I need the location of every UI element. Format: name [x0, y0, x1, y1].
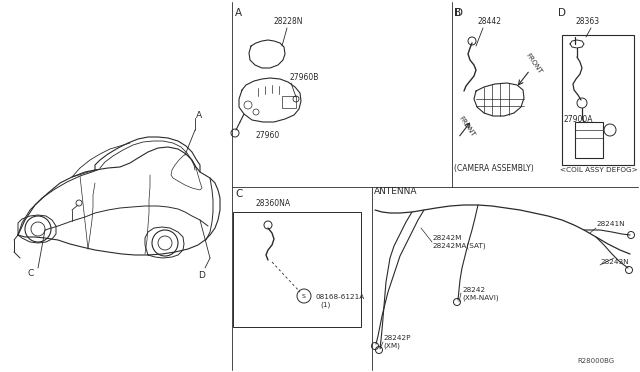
Text: B: B [454, 8, 461, 18]
Text: <COIL ASSY DEFOG>: <COIL ASSY DEFOG> [560, 167, 637, 173]
Text: D: D [455, 8, 463, 18]
Bar [233, 212, 361, 327]
Text: 28243N: 28243N [600, 259, 628, 265]
Text: (CAMERA ASSEMBLY): (CAMERA ASSEMBLY) [454, 164, 534, 173]
Text: (XM-NAVI): (XM-NAVI) [462, 295, 499, 301]
Text: 27900A: 27900A [564, 115, 593, 125]
Text: 28360NA: 28360NA [255, 199, 290, 208]
Text: 28242: 28242 [462, 287, 485, 293]
Text: A: A [196, 112, 202, 121]
Bar [282, 96, 296, 108]
Text: D: D [198, 272, 205, 280]
Text: (1): (1) [320, 302, 330, 308]
Text: 27960B: 27960B [290, 73, 319, 81]
Text: 28241N: 28241N [596, 221, 625, 227]
Text: S: S [302, 294, 306, 298]
Text: (XM): (XM) [383, 343, 400, 349]
Text: C: C [28, 269, 35, 279]
Bar [562, 35, 634, 165]
Bar [575, 122, 603, 158]
Text: 28242MA(SAT): 28242MA(SAT) [432, 243, 486, 249]
Text: 08168-6121A: 08168-6121A [315, 294, 364, 300]
Text: 28442: 28442 [478, 17, 502, 26]
Text: C: C [235, 189, 243, 199]
Text: FRONT: FRONT [525, 52, 543, 75]
Text: A: A [235, 8, 242, 18]
Text: 28363: 28363 [575, 17, 599, 26]
Text: R28000BG: R28000BG [577, 358, 614, 364]
Text: FRONT: FRONT [458, 115, 476, 138]
Text: 27960: 27960 [256, 131, 280, 141]
Text: D: D [558, 8, 566, 18]
Text: 28242M: 28242M [432, 235, 461, 241]
Text: ANTENNA: ANTENNA [374, 187, 417, 196]
Text: 28228N: 28228N [273, 17, 303, 26]
Text: 28242P: 28242P [383, 335, 410, 341]
